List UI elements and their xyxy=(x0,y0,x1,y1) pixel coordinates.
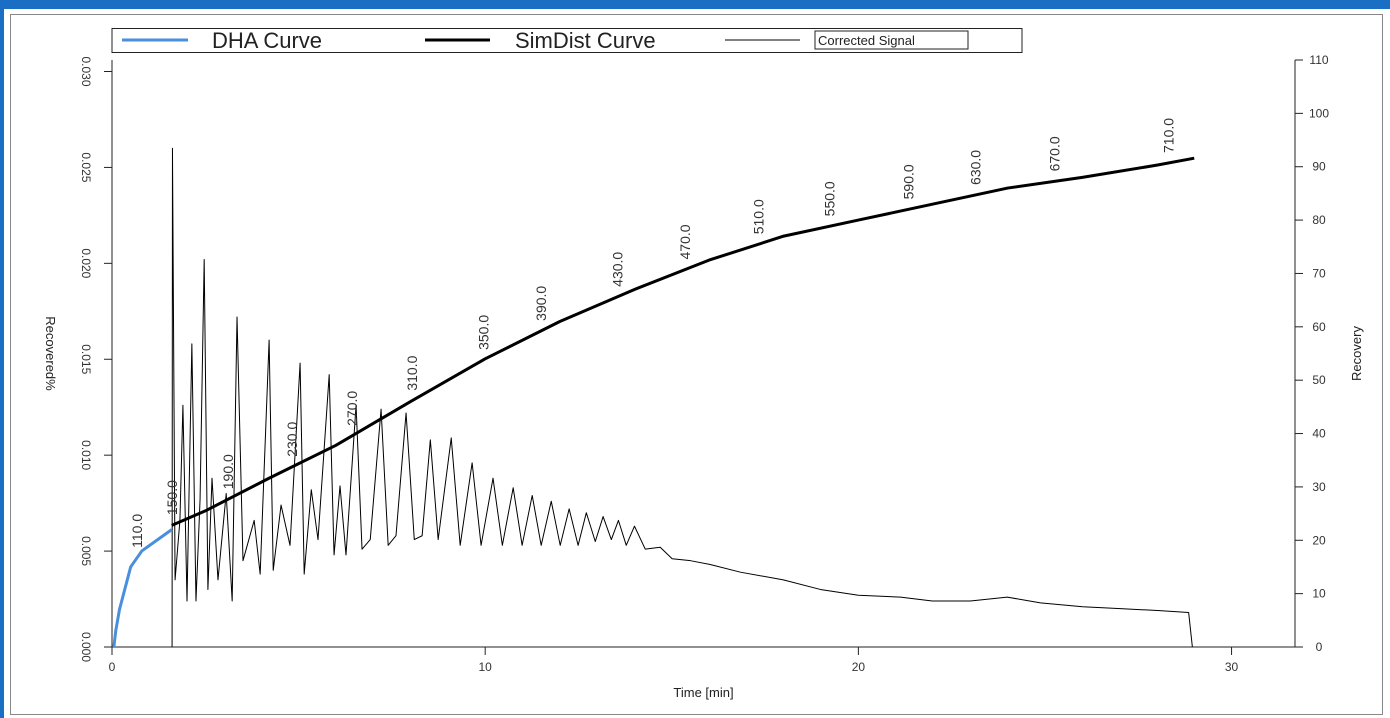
y-tick-label: 0.005 xyxy=(79,536,93,566)
series-line xyxy=(171,147,1193,648)
curve-annotation: 670.0 xyxy=(1046,136,1062,171)
curve-annotation: 230.0 xyxy=(284,422,300,457)
y-tick-label: 0.015 xyxy=(79,344,93,374)
x-axis-title: Time [min] xyxy=(673,685,733,700)
y2-axis-title: Recovery xyxy=(1349,326,1364,381)
y-tick-label: 0.020 xyxy=(79,248,93,278)
y2-tick-label: 70 xyxy=(1312,266,1326,280)
y2-tick-label: 40 xyxy=(1312,427,1326,441)
curve-annotation: 430.0 xyxy=(609,252,625,287)
x-tick-label: 30 xyxy=(1225,660,1239,674)
curve-annotation: 150.0 xyxy=(164,480,180,515)
curve-annotation: 510.0 xyxy=(750,199,766,234)
legend-label: DHA Curve xyxy=(212,28,322,53)
window-edge xyxy=(0,0,4,718)
y2-tick-label: 110 xyxy=(1309,53,1328,67)
y-tick-label: 0.000 xyxy=(79,632,93,662)
window-bar xyxy=(0,0,1390,9)
x-tick-label: 0 xyxy=(109,660,116,674)
y-axis-title: Recovered% xyxy=(43,316,58,391)
curve-annotation: 350.0 xyxy=(475,315,491,350)
y2-tick-label: 80 xyxy=(1312,213,1326,227)
legend-label-box xyxy=(814,30,969,50)
y2-tick-label: 90 xyxy=(1312,160,1326,174)
y-tick-label: 0.010 xyxy=(79,440,93,470)
curve-annotation: 390.0 xyxy=(533,286,549,321)
y2-tick-label: 30 xyxy=(1312,480,1326,494)
curve-annotation: 270.0 xyxy=(344,391,360,426)
y2-tick-label: 60 xyxy=(1312,320,1326,334)
y-tick-label: 0.025 xyxy=(79,152,93,182)
curve-annotation: 470.0 xyxy=(677,224,693,259)
legend-label: Corrected Signal xyxy=(818,33,915,48)
legend-label: SimDist Curve xyxy=(515,28,656,53)
curve-annotation: 190.0 xyxy=(220,454,236,489)
x-tick-label: 10 xyxy=(479,660,493,674)
curve-annotation: 590.0 xyxy=(900,164,916,199)
y2-tick-label: 0 xyxy=(1316,640,1323,654)
curve-annotation: 310.0 xyxy=(404,355,420,390)
curve-annotation: 710.0 xyxy=(1160,118,1176,153)
y2-tick-label: 20 xyxy=(1312,533,1326,547)
curve-annotation: 550.0 xyxy=(821,181,837,216)
y2-tick-label: 100 xyxy=(1309,106,1329,120)
y-tick-label: 0.030 xyxy=(79,56,93,86)
y2-tick-label: 50 xyxy=(1312,373,1326,387)
curve-annotation: 110.0 xyxy=(129,514,145,548)
curve-annotation: 630.0 xyxy=(968,150,984,185)
chart-frame xyxy=(10,14,1383,715)
series-line xyxy=(171,156,1195,527)
series-line xyxy=(112,528,173,648)
y2-tick-label: 10 xyxy=(1312,587,1326,601)
x-tick-label: 20 xyxy=(852,660,866,674)
